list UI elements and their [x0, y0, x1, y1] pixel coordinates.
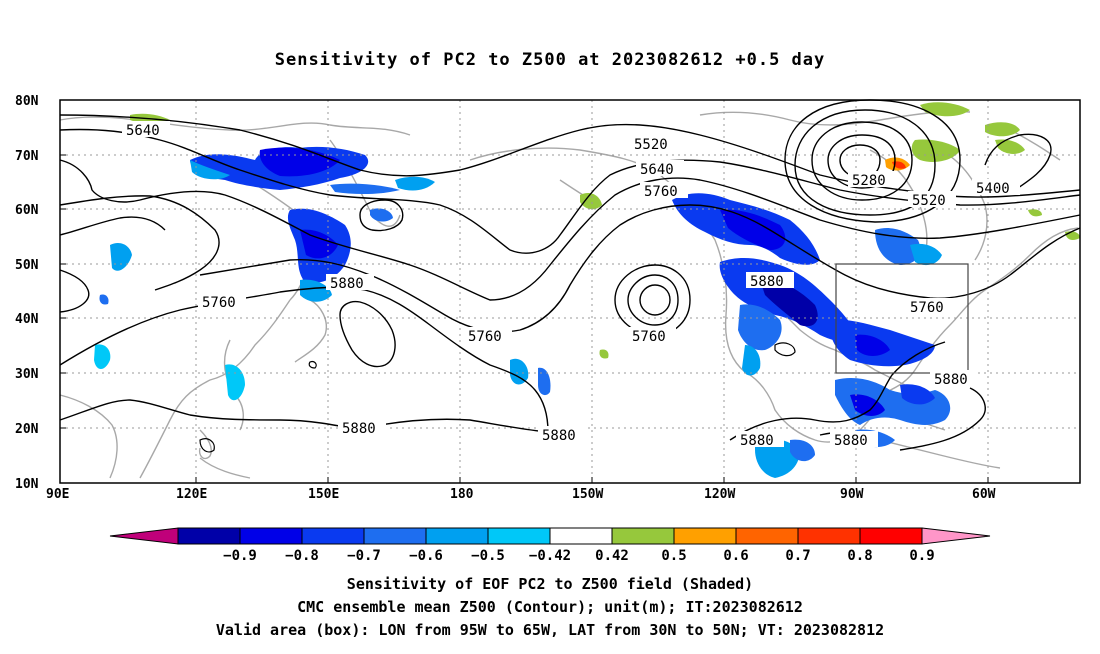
colorbar-label: 0.8: [847, 548, 872, 564]
lon-tick-label: 150W: [572, 487, 603, 502]
colorbar-swatch: [797, 527, 861, 545]
colorbar-swatch: [735, 527, 799, 545]
colorbar-swatch: [301, 527, 365, 545]
colorbar-label: −0.7: [347, 548, 381, 564]
colorbar-label: −0.8: [285, 548, 319, 564]
caption-line-1: Sensitivity of EOF PC2 to Z500 field (Sh…: [346, 575, 754, 593]
colorbar-label: −0.42: [529, 548, 571, 564]
lon-tick-label: 60W: [972, 487, 996, 502]
colorbar-arrow-right: [921, 527, 991, 545]
gridlines: [60, 100, 1080, 483]
caption-line-2: CMC ensemble mean Z500 (Contour); unit(m…: [297, 598, 803, 616]
contour-label: 5880: [330, 276, 364, 292]
contour-blob: [308, 360, 317, 369]
contour-label: 5640: [640, 162, 674, 178]
contour-label: 5880: [542, 428, 576, 444]
lon-tick-label: 180: [450, 487, 474, 502]
colorbar-label: 0.9: [909, 548, 934, 564]
colorbar: −0.9 −0.8 −0.7 −0.6 −0.5 −0.42 0.42 0.5 0.6 0.7 0.…: [109, 527, 991, 564]
colorbar-label: 0.42: [595, 548, 629, 564]
colorbar-swatch: [177, 527, 241, 545]
lon-tick-label: 90W: [840, 487, 864, 502]
colorbar-swatch: [673, 527, 737, 545]
contour-labels: 5640 5520 5640 5760 5280 5400 5520 5880 …: [122, 121, 1020, 449]
map-frame: [59, 99, 1081, 484]
colorbar-swatch: [425, 527, 489, 545]
colorbar-label: 0.7: [785, 548, 810, 564]
contour-label: 5880: [740, 433, 774, 449]
colorbar-swatch: [611, 527, 675, 545]
lat-tick-label: 30N: [15, 367, 39, 382]
lat-tick-label: 70N: [15, 149, 39, 164]
contour-label: 5760: [632, 329, 666, 345]
lon-tick-label: 90E: [46, 487, 69, 502]
colorbar-swatch: [487, 527, 551, 545]
contour-label: 5880: [750, 274, 784, 290]
contour-label: 5400: [976, 181, 1010, 197]
colorbar-label: 0.5: [661, 548, 686, 564]
colorbar-label: −0.9: [223, 548, 257, 564]
contour-label: 5760: [644, 184, 678, 200]
contour-label: 5760: [202, 295, 236, 311]
lat-tick-label: 80N: [15, 94, 39, 109]
colorbar-label: −0.6: [409, 548, 443, 564]
colorbar-swatch: [549, 527, 613, 545]
colorbar-arrow-left: [109, 527, 179, 545]
lat-tick-label: 60N: [15, 203, 39, 218]
lat-tick-label: 20N: [15, 422, 39, 437]
lon-tick-label: 120W: [704, 487, 735, 502]
colorbar-swatch: [239, 527, 303, 545]
colorbar-swatch: [363, 527, 427, 545]
contour-label: 5880: [834, 433, 868, 449]
contour-label: 5640: [126, 123, 160, 139]
contour-blob: [199, 438, 215, 453]
lat-tick-label: 40N: [15, 312, 39, 327]
contour-label: 5520: [634, 137, 668, 153]
contour-label: 5880: [342, 421, 376, 437]
colorbar-label: −0.5: [471, 548, 505, 564]
valid-area-box: [835, 263, 969, 374]
contour-label: 5760: [468, 329, 502, 345]
chart-title: Sensitivity of PC2 to Z500 at 2023082612…: [274, 50, 826, 70]
contour-label: 5760: [910, 300, 944, 316]
lon-tick-label: 150E: [308, 487, 339, 502]
contour-label: 5280: [852, 173, 886, 189]
lon-axis: 90E 120E 150E 180 150W 120W 90W 60W: [46, 477, 996, 502]
colorbar-label: 0.6: [723, 548, 748, 564]
contour-blob: [774, 342, 796, 357]
lat-tick-label: 10N: [15, 477, 39, 492]
lat-axis: 80N 70N 60N 50N 40N 30N 20N 10N: [15, 94, 66, 492]
lat-tick-label: 50N: [15, 258, 39, 273]
lon-tick-label: 120E: [176, 487, 207, 502]
contour-label: 5880: [934, 372, 968, 388]
colorbar-swatch: [859, 527, 923, 545]
caption-line-3: Valid area (box): LON from 95W to 65W, L…: [215, 621, 885, 639]
contour-label: 5520: [912, 193, 946, 209]
